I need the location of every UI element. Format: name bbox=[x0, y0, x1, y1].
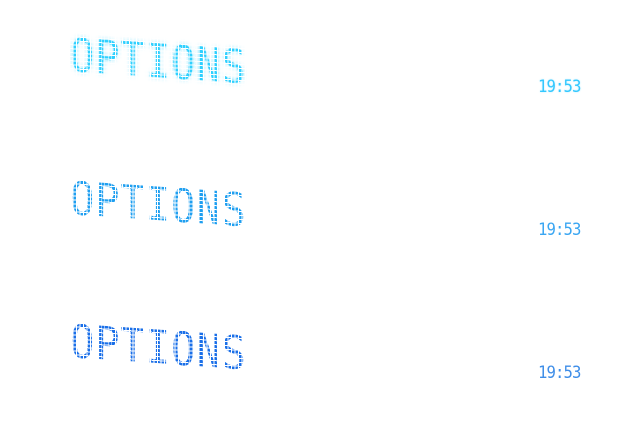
options-panel-royal: OPTIONS 19:53 bbox=[0, 286, 637, 429]
options-panel-sky: OPTIONS 19:53 bbox=[0, 143, 637, 286]
clock-display: 19:53 bbox=[538, 363, 581, 383]
clock-display: 19:53 bbox=[538, 220, 581, 240]
options-panel-cyan: OPTIONS 19:53 bbox=[0, 0, 637, 143]
clock-display: 19:53 bbox=[538, 77, 581, 97]
options-title: OPTIONS bbox=[70, 171, 247, 238]
options-title: OPTIONS bbox=[70, 314, 247, 381]
options-title: OPTIONS bbox=[70, 28, 247, 95]
